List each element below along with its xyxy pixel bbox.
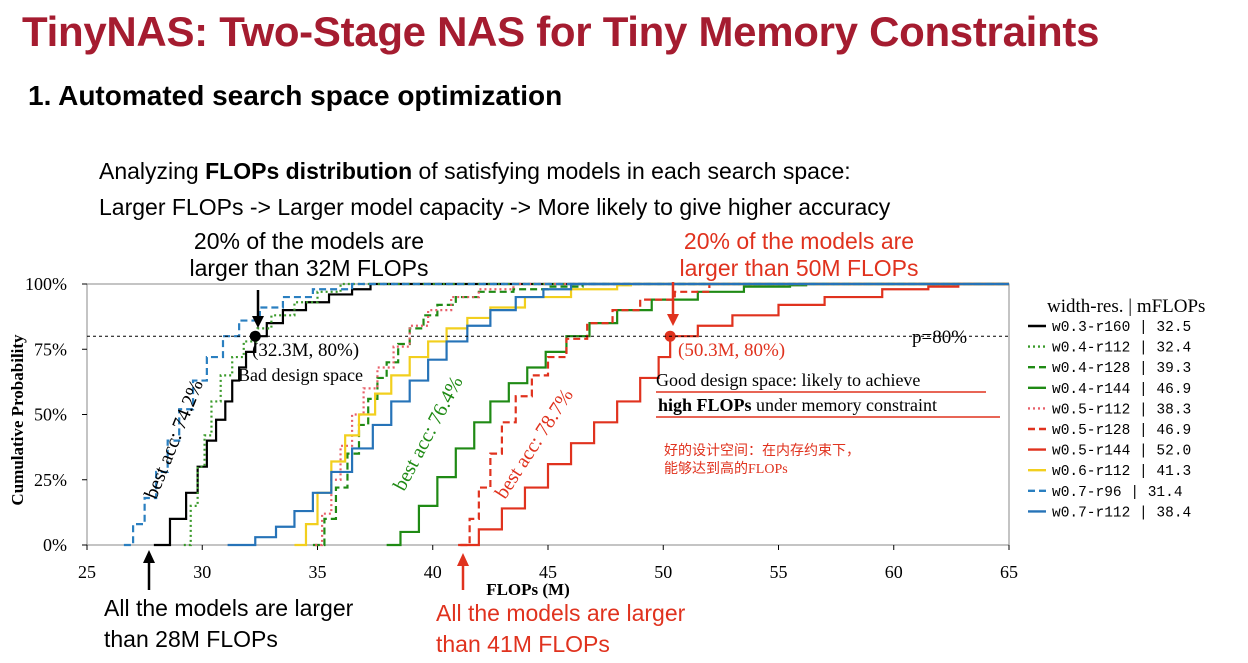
- legend-entry-w0.3-r160: w0.3-r160 | 32.5: [1052, 320, 1191, 336]
- arrow-bottom-red-head: [457, 553, 469, 566]
- x-tick-label: 55: [770, 562, 788, 582]
- arrow-top-red-head: [667, 314, 679, 326]
- callout-bottom-red-line2: than 41M FLOPs: [436, 631, 610, 657]
- legend-entry-w0.4-r128: w0.4-r128 | 39.3: [1052, 361, 1191, 377]
- callout-top-black-line1: 20% of the models are: [193, 228, 425, 254]
- series-line-w0.5-r144: [458, 282, 1009, 547]
- y-tick-label: 100%: [25, 274, 67, 294]
- callout-top-black-line2: larger than 32M FLOPs: [189, 255, 429, 281]
- series-line-w0.3-r160: [153, 282, 1009, 547]
- callout-bottom-red: All the models are larger than 41M FLOPs: [436, 598, 685, 660]
- series-line-w0.5-r128: [460, 282, 1009, 547]
- legend-entry-w0.5-r128: w0.5-r128 | 46.9: [1052, 423, 1191, 439]
- series-line-w0.7-r96: [123, 282, 1009, 547]
- reference-label-p80: p=80%: [912, 327, 967, 348]
- x-tick-label: 25: [78, 562, 96, 582]
- series-line-w0.4-r144: [386, 282, 1009, 547]
- good-design-rest: under memory constraint: [752, 395, 937, 415]
- x-tick-label: 65: [1000, 562, 1018, 582]
- chart-legend: width-res. | mFLOPs w0.3-r160 | 32.5 w0.4-…: [1028, 296, 1205, 521]
- x-tick-label: 30: [193, 562, 211, 582]
- good-design-bold: high FLOPs: [658, 395, 752, 415]
- intro-line-1-bold: FLOPs distribution: [205, 158, 413, 184]
- point-label-black: (32.3M, 80%): [252, 340, 359, 361]
- legend-entry-w0.5-r112: w0.5-r112 | 38.3: [1052, 402, 1191, 418]
- point-label-red: (50.3M, 80%): [678, 340, 785, 361]
- callout-top-red-line2: larger than 50M FLOPs: [679, 255, 919, 281]
- x-tick-label: 40: [424, 562, 442, 582]
- callout-top-red: 20% of the models are larger than 50M FL…: [658, 228, 940, 282]
- legend-entry-w0.4-r144: w0.4-r144 | 46.9: [1052, 382, 1191, 398]
- legend-entry-w0.7-r96: w0.7-r96 | 31.4: [1052, 485, 1183, 501]
- x-tick-label: 35: [309, 562, 327, 582]
- callout-bottom-black-line1: All the models are larger: [104, 595, 354, 621]
- callout-bottom-black-line2: than 28M FLOPs: [104, 626, 278, 652]
- series-line-w0.4-r128: [312, 282, 1009, 547]
- good-design-line1: Good design space: likely to achieve: [656, 370, 920, 390]
- good-design-line2: high FLOPs under memory constraint: [658, 395, 937, 415]
- y-tick-label: 25%: [34, 470, 67, 490]
- chart-series: [123, 282, 1009, 547]
- slide-subtitle: 1. Automated search space optimization: [28, 80, 563, 111]
- chinese-note-line2: 能够达到高的FLOPs: [664, 460, 788, 477]
- intro-line-2: Larger FLOPs -> Larger model capacity ->…: [99, 194, 891, 220]
- x-axis-label: FLOPs (M): [486, 580, 570, 599]
- x-tick-label: 45: [539, 562, 557, 582]
- callout-top-red-line1: 20% of the models are: [683, 228, 915, 254]
- legend-entry-w0.6-r112: w0.6-r112 | 41.3: [1052, 464, 1191, 480]
- y-tick-label: 50%: [34, 405, 67, 425]
- bad-design-label: Bad design space: [238, 365, 363, 385]
- legend-entry-w0.4-r112: w0.4-r112 | 32.4: [1052, 341, 1191, 357]
- legend-entry-w0.5-r144: w0.5-r144 | 52.0: [1052, 444, 1191, 460]
- intro-line-1-post: of satisfying models in each search spac…: [412, 158, 851, 184]
- series-line-w0.7-r112: [227, 282, 1009, 547]
- legend-header: width-res. | mFLOPs: [1047, 296, 1205, 317]
- callout-top-black: 20% of the models are larger than 32M FL…: [168, 228, 450, 282]
- callout-bottom-black: All the models are larger than 28M FLOPs: [104, 593, 353, 655]
- best-acc-red: best acc: 78.7%: [491, 385, 578, 503]
- intro-line-1: Analyzing FLOPs distribution of satisfyi…: [99, 158, 851, 185]
- arrow-bottom-black-head: [143, 550, 155, 563]
- y-axis-label: Cumulative Probability: [8, 334, 27, 506]
- chart-axes: 25 30 35 40 45 50 55 60 65 0% 25% 50% 75% 100% FLOPs (…: [8, 274, 1018, 599]
- x-tick-label: 50: [654, 562, 672, 582]
- series-line-w0.5-r112: [315, 282, 1009, 547]
- y-tick-label: 0%: [43, 535, 67, 555]
- intro-line-1-pre: Analyzing: [99, 158, 206, 184]
- arrow-top-black-head: [252, 316, 264, 328]
- x-tick-label: 60: [885, 562, 903, 582]
- callout-bottom-red-line1: All the models are larger: [436, 600, 686, 626]
- chinese-note-line1: 好的设计空间：在内存约束下，: [664, 443, 860, 459]
- y-tick-label: 75%: [34, 339, 67, 359]
- slide-title: TinyNAS: Two-Stage NAS for Tiny Memory C…: [22, 8, 1100, 55]
- legend-entry-w0.7-r112: w0.7-r112 | 38.4: [1052, 505, 1191, 521]
